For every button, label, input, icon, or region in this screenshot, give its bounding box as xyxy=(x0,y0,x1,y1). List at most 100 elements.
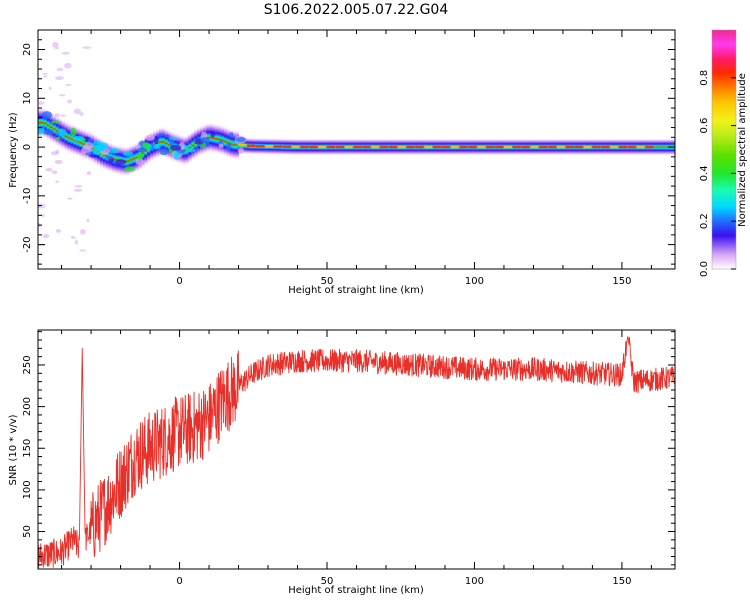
spectrogram-speckle xyxy=(54,159,63,165)
spectrogram-speckle xyxy=(70,235,76,239)
spectrogram-blob xyxy=(218,143,224,148)
spectrogram-peak xyxy=(256,145,265,148)
spectrogram-speckle xyxy=(45,167,53,172)
colorbar-frame xyxy=(711,29,737,270)
spectrogram-peak xyxy=(450,145,459,149)
spectrogram-blob xyxy=(136,152,144,160)
snr-plot-area xyxy=(38,336,675,568)
spectrogram-speckle xyxy=(86,171,92,175)
spectrogram-speckle xyxy=(82,46,92,49)
snr-y-tick-label: 250 xyxy=(22,355,33,374)
spectrogram-peak xyxy=(309,145,318,149)
spectrogram-speckle xyxy=(79,229,86,235)
spectrogram-speckle xyxy=(56,67,64,72)
spectrogram-cell xyxy=(38,107,42,139)
spectrogram-speckle xyxy=(50,151,59,156)
colorbar-tick-label: 0.4 xyxy=(699,165,710,181)
spectrogram-x-tick-label: 100 xyxy=(465,276,484,287)
spectrogram-heatmap xyxy=(38,41,675,252)
spectrogram-peak xyxy=(353,145,362,149)
spectrogram-cell xyxy=(55,115,60,147)
spectrogram-peak xyxy=(282,145,291,148)
spectrogram-peak xyxy=(415,145,424,149)
snr-x-tick-label: 0 xyxy=(176,576,182,587)
spectrogram-cell xyxy=(158,126,163,158)
spectrogram-cell xyxy=(167,129,172,161)
spectrogram-peak xyxy=(318,145,327,149)
spectrogram-speckle xyxy=(79,249,86,252)
spectrogram-y-axis-label: Frequency (Hz) xyxy=(8,112,19,188)
spectrogram-peak xyxy=(601,145,610,149)
spectrogram-blob xyxy=(105,155,114,160)
spectrogram-peak xyxy=(512,145,521,149)
spectrogram-speckle xyxy=(54,113,61,118)
spectrogram-cell xyxy=(663,138,667,156)
spectrogram-cell xyxy=(102,139,107,171)
spectrogram-speckle xyxy=(55,180,59,184)
spectrogram-peak xyxy=(459,145,468,149)
snr-y-tick-label: 50 xyxy=(22,525,33,538)
spectrogram-peak xyxy=(327,145,336,149)
spectrogram-speckle xyxy=(48,86,52,90)
spectrogram-cell xyxy=(214,123,219,155)
spectrogram-peak xyxy=(273,145,282,148)
spectrogram-speckle xyxy=(42,72,48,75)
spectrogram-speckle xyxy=(38,101,45,105)
spectrogram-cell xyxy=(129,144,133,176)
spectrogram-speckle xyxy=(42,233,50,239)
spectrogram-cell xyxy=(164,127,169,160)
spectrogram-cell xyxy=(82,128,86,160)
spectrogram-cell xyxy=(161,126,166,158)
spectrogram-speckle xyxy=(43,75,48,78)
spectrogram-cell xyxy=(217,123,222,156)
spectrogram-cell xyxy=(43,107,48,140)
spectrogram-speckle xyxy=(60,114,67,117)
colorbar-tick-label: 0.6 xyxy=(699,118,710,134)
colorbar-tick-label: 0.8 xyxy=(699,70,710,86)
spectrogram-cell xyxy=(220,124,225,156)
snr-y-axis-label: SNR (10 * v/v) xyxy=(8,414,19,485)
spectrogram-blob xyxy=(89,154,100,158)
spectrogram-cell xyxy=(132,143,136,175)
spectrogram-blob xyxy=(72,135,85,142)
spectrogram-cell xyxy=(91,132,95,164)
spectrogram-peak xyxy=(521,145,530,149)
spectrogram-peak xyxy=(442,145,451,149)
spectrogram-cell xyxy=(40,107,45,139)
spectrogram-peak xyxy=(371,145,380,149)
snr-line xyxy=(38,336,675,568)
spectrogram-speckle xyxy=(52,41,59,48)
spectrogram-speckle xyxy=(41,213,45,217)
spectrogram-peak xyxy=(495,145,504,149)
spectrogram-blob xyxy=(38,126,45,135)
spectrogram-blob xyxy=(70,127,77,137)
chart-title: S106.2022.005.07.22.G04 xyxy=(264,2,449,18)
spectrogram-blob xyxy=(42,128,54,135)
spectrogram-peak xyxy=(636,145,645,149)
spectrogram-x-tick-label: 150 xyxy=(612,276,631,287)
spectrogram-cell xyxy=(229,128,234,160)
spectrogram-ticks: 0 50 100 150 -20 -10 0 10 20 xyxy=(22,29,675,287)
spectrogram-cell xyxy=(660,138,664,156)
colorbar-gradient xyxy=(712,30,736,269)
spectrogram-blob xyxy=(55,136,61,141)
spectrogram-peak xyxy=(238,143,247,147)
spectrogram-peak xyxy=(503,145,512,149)
spectrogram-cell xyxy=(79,127,83,159)
spectrogram-blob xyxy=(210,130,216,138)
spectrogram-blob xyxy=(122,151,134,157)
spectrogram-cell xyxy=(46,109,51,142)
spectrogram-peak xyxy=(335,145,344,149)
spectrogram-cell xyxy=(191,129,195,162)
spectrogram-peak xyxy=(618,145,627,149)
spectrogram-speckle xyxy=(64,63,72,69)
spectrogram-blob xyxy=(58,128,67,137)
spectrogram-y-tick-label: 10 xyxy=(22,92,33,105)
spectrogram-speckle xyxy=(55,229,62,233)
spectrogram-peak xyxy=(477,145,486,149)
spectrogram-cell xyxy=(70,123,74,155)
spectrogram-y-tick-label: -20 xyxy=(22,236,33,252)
spectrogram-peak xyxy=(388,145,397,149)
spectrogram-cell xyxy=(209,122,213,154)
spectrogram-cell xyxy=(211,122,216,154)
